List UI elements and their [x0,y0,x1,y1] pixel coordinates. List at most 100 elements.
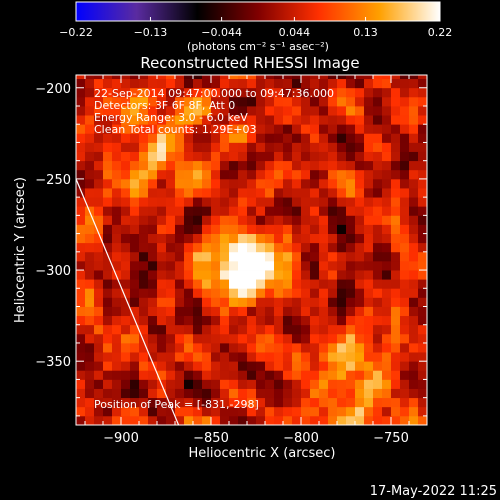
heatmap-cell [265,388,275,399]
heatmap-cell [319,75,329,80]
heatmap-cell [346,288,356,298]
heatmap-cell [85,397,95,408]
y-axis-label: Heliocentric Y (arcsec) [13,177,28,323]
heatmap-cell [184,75,194,80]
heatmap-cell [301,242,311,253]
heatmap-cell [76,379,86,389]
heatmap-cell [139,260,149,271]
heatmap-cell [202,188,212,198]
heatmap-cell [175,142,185,152]
heatmap-cell [319,188,329,198]
heatmap-cell [247,124,257,134]
heatmap-cell [283,406,293,417]
heatmap-cell [355,288,365,298]
heatmap-cell [130,415,140,425]
heatmap-cell [319,206,329,216]
heatmap-cell [310,178,320,189]
heatmap-cell [211,406,221,417]
heatmap-cell [283,388,293,399]
heatmap-cell [220,169,230,180]
heatmap-cell [148,251,158,262]
heatmap-cell [274,379,284,389]
heatmap-cell [292,352,302,362]
heatmap-cell [193,388,203,399]
heatmap-cell [328,224,338,234]
heatmap-cell [391,87,401,98]
heatmap-cell [229,124,239,134]
heatmap-cell [130,206,140,216]
heatmap-cell [373,178,383,189]
heatmap-cell [85,96,95,107]
heatmap-cell [328,279,338,289]
heatmap-cell [166,75,176,80]
heatmap-cell [400,288,410,298]
heatmap-cell [76,315,86,326]
heatmap-cell [337,115,347,125]
heatmap-cell [157,105,167,116]
heatmap-cell [220,242,230,253]
heatmap-cell [373,352,383,362]
heatmap-cell [256,142,266,152]
heatmap-cell [184,96,194,107]
heatmap-cell [130,96,140,107]
heatmap-cell [148,379,158,389]
heatmap-cell [94,288,104,298]
heatmap-cell [112,75,122,80]
heatmap-cell [166,288,176,298]
heatmap-cell [112,105,122,116]
heatmap-cell [193,352,203,362]
heatmap-cell [184,215,194,225]
heatmap-cell [121,142,131,152]
heatmap-cell [292,251,302,262]
heatmap-cell [85,324,95,335]
heatmap-cell [76,105,86,116]
heatmap-cell [328,397,338,408]
heatmap-cell [175,178,185,189]
heatmap-cell [157,197,167,207]
heatmap-cell [409,379,419,389]
heatmap-cell [337,242,347,253]
heatmap-cell [337,251,347,262]
heatmap-cell [220,215,230,225]
heatmap-cell [292,397,302,408]
heatmap-cell [76,388,86,399]
heatmap-cell [364,105,374,116]
heatmap-cell [121,342,131,353]
heatmap-cell [166,388,176,399]
heatmap-cell [373,370,383,380]
heatmap-cell [409,233,419,244]
heatmap-cell [229,251,239,262]
heatmap-cell [382,270,392,280]
heatmap-cell [409,169,419,180]
heatmap-cell [310,224,320,234]
heatmap-cell [418,288,427,298]
heatmap-cell [346,124,356,134]
heatmap-cell [328,160,338,171]
heatmap-cell [175,242,185,253]
heatmap-cell [301,188,311,198]
heatmap-cell [265,352,275,362]
heatmap-cell [382,342,392,353]
heatmap-cell [274,415,284,425]
heatmap-cell [238,169,248,180]
heatmap-cell [175,151,185,162]
heatmap-cell [373,115,383,125]
heatmap-cell [112,206,122,216]
heatmap-cell [238,251,248,262]
heatmap-cell [328,242,338,253]
heatmap-cell [76,151,86,162]
heatmap-cell [265,406,275,417]
chart-title: Reconstructed RHESSI Image [140,54,359,72]
heatmap-cell [292,215,302,225]
heatmap-cell [319,406,329,417]
heatmap-cell [400,160,410,171]
heatmap-cell [139,415,149,425]
heatmap-cell [76,188,86,198]
heatmap-cell [382,96,392,107]
heatmap-cell [238,297,248,307]
heatmap-cell [85,415,95,425]
heatmap-cell [355,160,365,171]
heatmap-cell [274,333,284,344]
heatmap-cell [247,115,257,125]
heatmap-cell [211,115,221,125]
